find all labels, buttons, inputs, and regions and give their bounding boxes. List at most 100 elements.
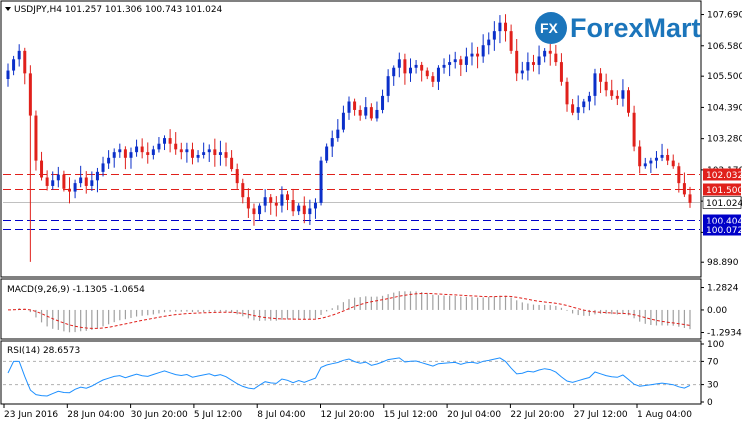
candle-body [654, 157, 658, 161]
candle-body [436, 67, 440, 82]
candle [666, 148, 670, 166]
candle-body [615, 95, 619, 99]
candle-body [660, 154, 664, 158]
candle-body [392, 67, 396, 77]
time-tick-label: 20 Jul 04:00 [447, 410, 501, 420]
candle-body [425, 70, 429, 77]
candle-body [174, 143, 178, 150]
candle [185, 142, 189, 163]
candle [610, 79, 614, 100]
candlesticks [6, 14, 692, 262]
candle [408, 58, 412, 82]
candle-body [45, 177, 49, 186]
candle [336, 119, 340, 142]
candle [319, 156, 323, 206]
macd-title: MACD(9,26,9) -1.1305 -1.0654 [7, 285, 145, 295]
price-level-label: 102.032 [706, 171, 742, 181]
logo-badge-icon [535, 12, 567, 44]
candle-body [364, 107, 368, 116]
candle-body [554, 53, 558, 63]
candle [420, 61, 424, 82]
candle [531, 54, 535, 72]
candle [230, 150, 234, 172]
candle-body [196, 154, 200, 158]
candle [90, 171, 94, 191]
time-tick-label: 27 Jul 12:00 [574, 410, 628, 420]
candle-body [17, 50, 21, 60]
candle-body [431, 76, 435, 82]
symbol-dropdown-icon[interactable] [5, 7, 11, 11]
candle-body [274, 202, 278, 206]
candle [118, 143, 122, 158]
candle-body [51, 180, 55, 186]
candle-body [610, 90, 614, 96]
candle-body [297, 205, 301, 212]
candle-body [151, 149, 155, 155]
candle [17, 44, 21, 67]
candle [381, 89, 385, 114]
candle [643, 157, 647, 169]
candle-body [649, 160, 653, 164]
candle-body [40, 160, 44, 178]
price-level-tag [703, 183, 741, 196]
candle [403, 53, 407, 85]
candle-body [504, 22, 508, 32]
candle [375, 101, 379, 122]
candle [146, 142, 150, 164]
rsi-tick-label: 70 [707, 357, 719, 367]
candle-body [302, 205, 306, 215]
candle-body [168, 138, 172, 144]
candle [45, 170, 49, 191]
candle-body [677, 166, 681, 184]
candle [520, 61, 524, 80]
candle-body [688, 194, 692, 203]
candle-body [559, 62, 563, 82]
candle [163, 135, 167, 151]
candle-body [62, 174, 66, 189]
price-tick-label: 107.690 [707, 11, 742, 21]
candle [51, 171, 55, 190]
candle-body [202, 152, 206, 155]
logo-fx-text: FX [540, 20, 559, 36]
candle-body [548, 50, 552, 54]
forexmart-logo: FX ForexMart [535, 12, 701, 44]
candle-body [403, 59, 407, 74]
rsi-tick-label: 30 [707, 381, 719, 391]
candle-body [476, 53, 480, 57]
candle-body [291, 200, 295, 212]
candle [593, 68, 597, 106]
candle [269, 194, 273, 215]
candle [504, 14, 508, 42]
candle-body [325, 146, 329, 161]
candle-body [123, 149, 127, 158]
candle-body [84, 177, 88, 186]
candle-body [632, 112, 636, 147]
candle-body [582, 101, 586, 108]
candle [470, 42, 474, 66]
candle-body [28, 73, 32, 116]
candle [599, 68, 603, 93]
candle-body [397, 59, 401, 68]
time-tick-label: 28 Jun 04:00 [67, 410, 124, 420]
candle [464, 47, 468, 73]
candle-body [481, 45, 485, 57]
candle [688, 186, 692, 208]
candle-body [587, 95, 591, 102]
candle-body [470, 53, 474, 57]
candle [492, 21, 496, 51]
candle [135, 139, 139, 157]
candle-body [666, 154, 670, 161]
candle [431, 72, 435, 88]
candle [235, 163, 239, 189]
candle [12, 55, 16, 76]
candle [604, 73, 608, 97]
candle [621, 79, 625, 107]
candle-body [34, 115, 38, 161]
candle-body [341, 112, 345, 130]
candle-body [347, 101, 351, 113]
candle [79, 165, 83, 188]
candle [224, 142, 228, 167]
